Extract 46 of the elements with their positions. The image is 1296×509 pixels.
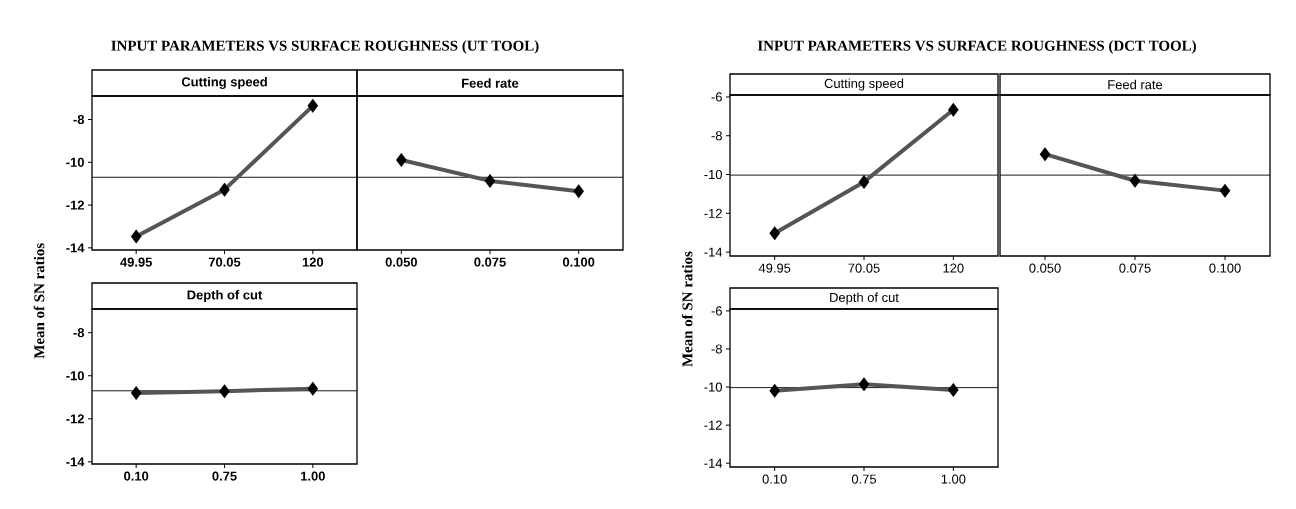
- y-axis-title: Mean of SN ratios: [33, 243, 45, 359]
- y-axis-title: Mean of SN ratios: [681, 251, 693, 367]
- y-tick-label: -12: [704, 208, 722, 218]
- x-tick-label: 0.100: [562, 257, 595, 267]
- x-tick-label: 70.05: [208, 257, 241, 267]
- x-tick-label: 0.75: [851, 474, 877, 484]
- y-tick-label: -8: [73, 328, 85, 338]
- chart-subtitle: Depth of cut: [187, 289, 263, 303]
- x-tick-label: 120: [943, 263, 964, 273]
- x-tick-label: 1.00: [941, 474, 966, 484]
- y-tick-label: -12: [704, 420, 722, 430]
- x-tick-label: 0.075: [1119, 263, 1151, 273]
- y-tick-label: -8: [711, 344, 722, 354]
- y-tick-label: -8: [73, 114, 85, 125]
- y-tick-label: -12: [66, 414, 84, 424]
- x-tick-label: 0.100: [1209, 263, 1241, 273]
- x-tick-label: 49.95: [120, 257, 153, 267]
- y-tick-label: -8: [711, 131, 722, 141]
- x-tick-label: 49.95: [758, 263, 791, 273]
- y-tick-label: -14: [66, 457, 85, 467]
- chart-subtitle: Depth of cut: [830, 292, 899, 305]
- x-tick-label: 0.75: [212, 471, 237, 481]
- y-tick-label: -10: [704, 169, 722, 180]
- y-tick-label: -14: [704, 458, 723, 468]
- chart-title: INPUT PARAMETERS VS SURFACE ROUGHNESS (DCT TOOL): [757, 40, 1196, 54]
- y-tick-label: -14: [704, 247, 723, 257]
- chart-subtitle: Cutting speed: [824, 78, 904, 91]
- x-tick-label: 0.050: [385, 257, 418, 267]
- y-tick-label: -10: [704, 382, 722, 392]
- x-tick-label: 1.00: [301, 471, 325, 481]
- x-tick-label: 0.050: [1029, 263, 1061, 273]
- x-tick-label: 0.10: [762, 474, 787, 484]
- y-tick-label: -10: [66, 371, 84, 381]
- y-tick-label: -12: [66, 200, 84, 210]
- y-tick-label: -6: [711, 92, 722, 102]
- x-tick-label: 0.10: [124, 471, 149, 481]
- y-tick-label: -10: [66, 157, 84, 167]
- chart-subtitle: Feed rate: [462, 78, 519, 88]
- x-tick-label: 120: [302, 257, 324, 267]
- y-tick-label: -6: [711, 306, 722, 316]
- chart-subtitle: Feed rate: [1108, 79, 1163, 90]
- x-tick-label: 0.075: [474, 257, 506, 267]
- chart-title: INPUT PARAMETERS VS SURFACE ROUGHNESS (UT TOOL): [111, 40, 539, 54]
- chart-subtitle: Cutting speed: [181, 76, 267, 90]
- y-tick-label: -14: [66, 243, 85, 253]
- x-tick-label: 70.05: [848, 263, 880, 273]
